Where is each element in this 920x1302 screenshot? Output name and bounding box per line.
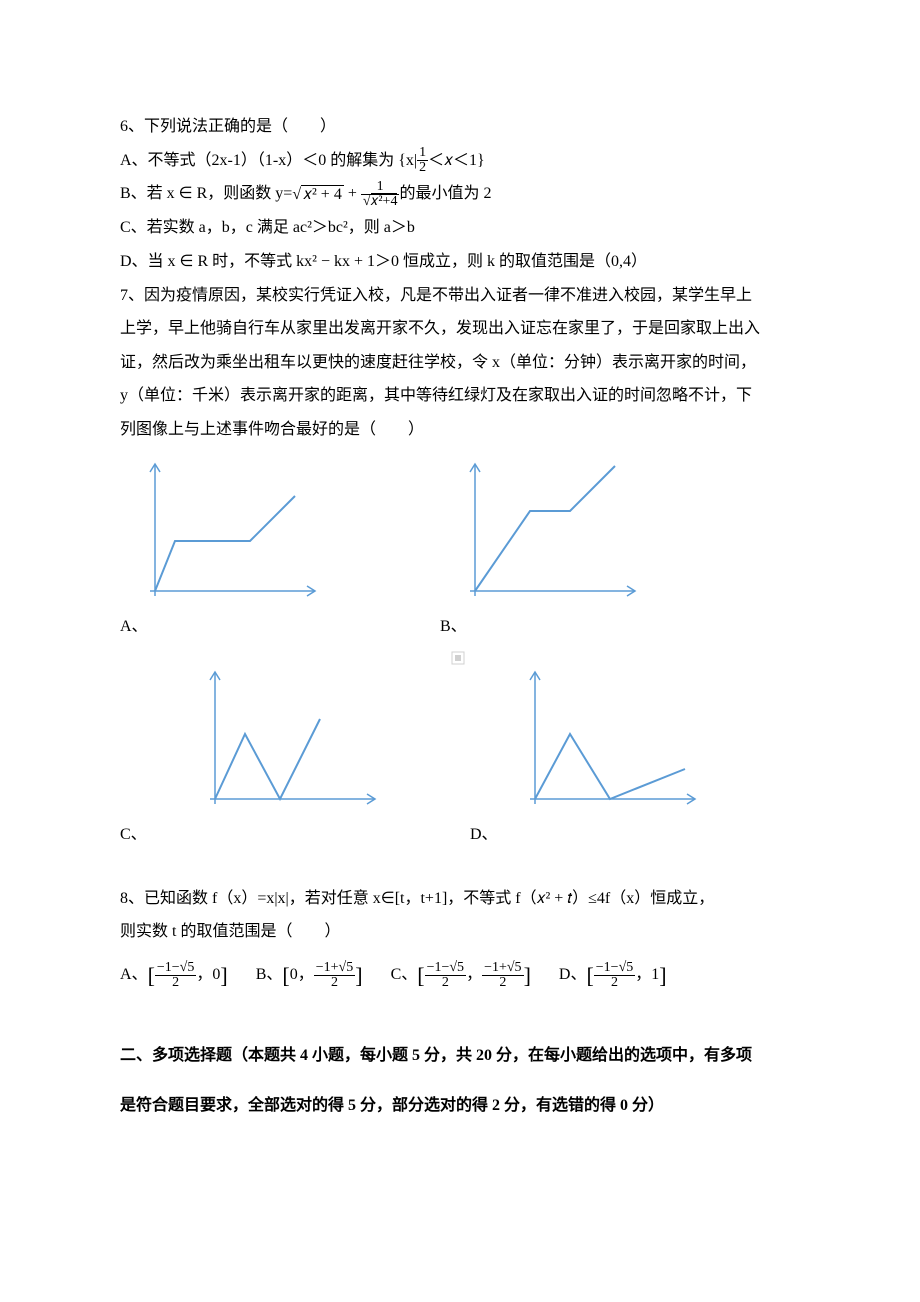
section2-title-l1: 二、多项选择题（本题共 4 小题，每小题 5 分，共 20 分，在每小题给出的选… — [120, 1039, 800, 1073]
axes-icon — [210, 672, 375, 804]
q8-optC: C、[−1−√52，−1+√52] — [391, 953, 531, 999]
graph-C-line — [215, 719, 320, 799]
q6-optC: C、若实数 a，b，c 满足 ac²＞bc²，则 a＞b — [120, 211, 800, 245]
q7-label-B: B、 — [440, 610, 640, 644]
q7-label-A: A、 — [120, 610, 320, 644]
q8-stem2: 则实数 t 的取值范围是（ ） — [120, 915, 800, 949]
axes-icon — [150, 464, 315, 596]
graph-A-svg — [120, 456, 320, 606]
q7-l4: y（单位：千米）表示离开家的距离，其中等待红绿灯及在家取出入证的时间忽略不计，下 — [120, 379, 800, 413]
q8-optA: A、[−1−√52，0] — [120, 953, 228, 999]
q6-optB: B、若 x ∈ R，则函数 y=√𝑥² + 4 + 1√𝑥²+4的最小值为 2 — [120, 177, 800, 211]
graph-A-line — [155, 496, 295, 591]
graph-D-line — [535, 734, 685, 799]
q7-l5: 列图像上与上述事件吻合最好的是（ ） — [120, 413, 800, 447]
q7-graph-D: D、 — [500, 664, 700, 852]
q6-optB-pre: B、若 x ∈ R，则函数 y= — [120, 185, 292, 202]
graph-B-svg — [440, 456, 640, 606]
exam-page: 6、下列说法正确的是（ ） A、不等式（2x-1）（1-x）＜0 的解集为 {x… — [0, 0, 920, 1198]
q7-graph-A: A、 — [120, 456, 320, 644]
q7-graph-C: C、 — [180, 664, 380, 852]
q6-optB-frac: 1√𝑥²+4 — [361, 180, 400, 209]
q7-graphs-row2: C、 D、 — [120, 664, 800, 852]
q7-l2: 上学，早上他骑自行车从家里出发离开家不久，发现出入证忘在家里了，于是回家取上出入 — [120, 312, 800, 346]
graph-C-svg — [180, 664, 380, 814]
q6-optA-frac: 12 — [417, 146, 428, 175]
spacer — [120, 852, 800, 882]
q6-optB-sqrt: √𝑥² + 4 — [292, 178, 344, 212]
q8-options: A、[−1−√52，0] B、[0，−1+√52] C、[−1−√52，−1+√… — [120, 953, 800, 999]
q7-graph-B: B、 — [440, 456, 640, 644]
axes-icon — [530, 672, 695, 804]
q7-label-C: C、 — [120, 818, 380, 852]
q6-stem: 6、下列说法正确的是（ ） — [120, 110, 800, 144]
section2-title-l2: 是符合题目要求，全部选对的得 5 分，部分选对的得 2 分，有选错的得 0 分） — [120, 1089, 800, 1123]
axes-icon — [470, 464, 635, 596]
q7-l1: 7、因为疫情原因，某校实行凭证入校，凡是不带出入证者一律不准进入校园，某学生早上 — [120, 279, 800, 313]
watermark-icon — [450, 650, 466, 666]
q8-optD: D、[−1−√52，1] — [559, 953, 667, 999]
q6-optA-post: ＜𝑥＜1} — [428, 152, 485, 169]
q7-label-D: D、 — [470, 818, 700, 852]
graph-B-line — [475, 466, 615, 591]
q6-optA: A、不等式（2x-1）（1-x）＜0 的解集为 {x|12＜𝑥＜1} — [120, 144, 800, 178]
q8-optB: B、[0，−1+√52] — [256, 953, 363, 999]
graph-D-svg — [500, 664, 700, 814]
q7-graphs-row1: A、 B、 — [120, 456, 800, 644]
spacer-2 — [120, 999, 800, 1029]
q6-optB-post: 的最小值为 2 — [399, 185, 491, 202]
q7-l3: 证，然后改为乘坐出租车以更快的速度赶往学校，令 x（单位：分钟）表示离开家的时间… — [120, 346, 800, 380]
q6-optD: D、当 x ∈ R 时，不等式 kx² − kx + 1＞0 恒成立，则 k 的… — [120, 245, 800, 279]
q6-optA-pre: A、不等式（2x-1）（1-x）＜0 的解集为 {x| — [120, 152, 417, 169]
q8-stem1: 8、已知函数 f（x）=x|x|，若对任意 x∈[t，t+1]，不等式 f（𝑥²… — [120, 882, 800, 916]
